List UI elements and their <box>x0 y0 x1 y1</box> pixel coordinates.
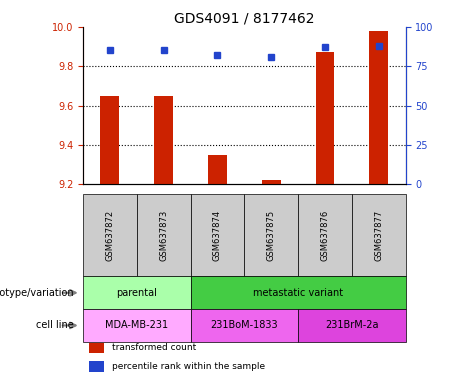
Bar <box>154 96 173 184</box>
Text: GSM637877: GSM637877 <box>374 210 383 261</box>
Text: 231BoM-1833: 231BoM-1833 <box>211 320 278 331</box>
Text: GSM637875: GSM637875 <box>267 210 276 261</box>
Text: transformed count: transformed count <box>112 343 196 353</box>
Text: cell line: cell line <box>36 320 74 331</box>
Bar <box>89 361 104 372</box>
Bar <box>208 155 227 184</box>
Bar <box>83 276 190 309</box>
Bar <box>316 53 334 184</box>
Bar <box>244 194 298 276</box>
Text: percentile rank within the sample: percentile rank within the sample <box>112 362 265 371</box>
Text: GDS4091 / 8177462: GDS4091 / 8177462 <box>174 12 314 25</box>
Text: MDA-MB-231: MDA-MB-231 <box>105 320 168 331</box>
Bar <box>369 31 388 184</box>
Bar <box>352 194 406 276</box>
Bar <box>190 276 406 309</box>
Bar <box>298 309 406 342</box>
Text: GSM637873: GSM637873 <box>159 210 168 261</box>
Text: metastatic variant: metastatic variant <box>253 288 343 298</box>
Text: GSM637876: GSM637876 <box>320 210 330 261</box>
Bar <box>298 194 352 276</box>
Text: genotype/variation: genotype/variation <box>0 288 74 298</box>
Bar <box>83 309 190 342</box>
Text: GSM637874: GSM637874 <box>213 210 222 261</box>
Bar <box>100 96 119 184</box>
Bar <box>190 194 244 276</box>
Bar <box>262 180 281 184</box>
Text: GSM637872: GSM637872 <box>106 210 114 261</box>
Bar <box>83 194 137 276</box>
Text: parental: parental <box>116 288 157 298</box>
Text: 231BrM-2a: 231BrM-2a <box>325 320 378 331</box>
Bar <box>137 194 190 276</box>
Bar <box>89 343 104 353</box>
Bar <box>190 309 298 342</box>
